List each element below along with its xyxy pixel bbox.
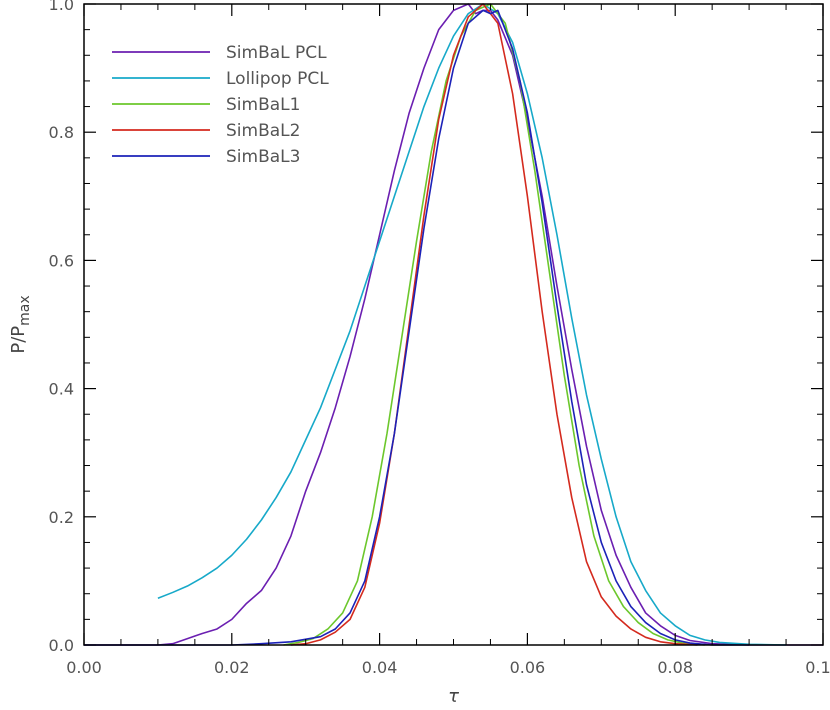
y-axis-title: P/Pmax: [8, 295, 33, 353]
x-tick-label: 0.08: [657, 658, 693, 677]
legend-label-3: SimBaL1: [226, 95, 300, 115]
series-layer: [84, 3, 823, 646]
ticks-layer: 0.00 0.02 0.04 0.06 0.08 0.10 0.0 0.2 0.4 0.6 0.8 1…: [49, 0, 830, 677]
legend-label-5: SimBaL3: [226, 147, 300, 167]
x-tick-label: 0.10: [805, 658, 830, 677]
y-tick-label: 0.2: [49, 508, 74, 527]
x-tick-label: 0.04: [362, 658, 398, 677]
y-tick-label: 0.0: [49, 636, 74, 655]
y-tick-label: 0.4: [49, 380, 74, 399]
legend-label-2: Lollipop PCL: [226, 69, 329, 89]
x-tick-label: 0.06: [510, 658, 546, 677]
legend-label-1: SimBaL PCL: [226, 43, 327, 63]
series-line-3: [283, 3, 705, 646]
x-axis-title: τ: [448, 686, 459, 707]
series-line-5: [84, 9, 750, 646]
legend: SimBaL PCL Lollipop PCL SimBaL1 SimBaL2 SimB…: [112, 43, 329, 167]
series-line-2: [157, 3, 787, 646]
series-line-1: [84, 3, 823, 646]
legend-label-4: SimBaL2: [226, 121, 300, 141]
y-axis-title-main: P/P: [8, 326, 29, 354]
x-tick-label: 0.00: [66, 658, 102, 677]
y-tick-label: 0.8: [49, 123, 74, 142]
plot-frame: [83, 3, 824, 646]
y-axis-title-sub: max: [17, 295, 33, 326]
x-tick-label: 0.02: [214, 658, 250, 677]
y-tick-label: 1.0: [49, 0, 74, 14]
y-tick-label: 0.6: [49, 251, 74, 270]
